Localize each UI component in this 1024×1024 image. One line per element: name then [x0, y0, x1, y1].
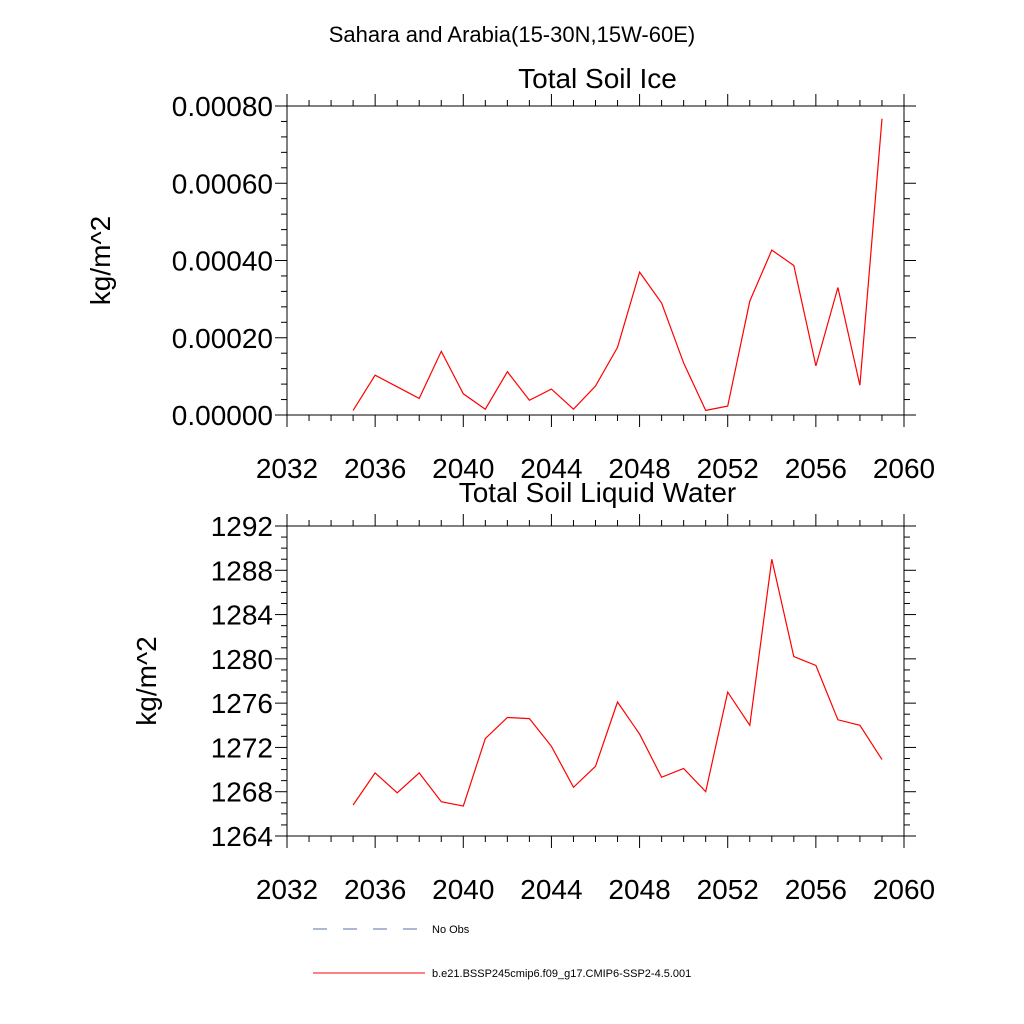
x-tick-label: 2048	[608, 453, 670, 484]
y-tick-label: 1284	[211, 600, 273, 631]
x-tick-label: 2044	[520, 874, 582, 905]
x-tick-label: 2036	[344, 874, 406, 905]
y-axis-label: kg/m^2	[131, 636, 162, 725]
y-tick-label: 0.00000	[172, 400, 273, 431]
x-tick-label: 2052	[697, 453, 759, 484]
y-tick-label: 1288	[211, 555, 273, 586]
legend-item: No Obs	[313, 924, 470, 936]
x-tick-label: 2056	[785, 874, 847, 905]
x-tick-label: 2052	[697, 874, 759, 905]
panel-1: Total Soil Ice kg/m^2 2032 2036 2040 2044 2048…	[85, 63, 935, 484]
x-tick-label: 2036	[344, 453, 406, 484]
y-tick-label: 1272	[211, 732, 273, 763]
chart-panels: Total Soil Ice kg/m^2 2032 2036 2040 2044 2048…	[85, 63, 935, 905]
x-tick-label: 2056	[785, 453, 847, 484]
plot-frame	[286, 525, 905, 837]
figure-title: Sahara and Arabia(15-30N,15W-60E)	[329, 22, 695, 47]
x-tick-label: 2032	[256, 874, 318, 905]
legend: No Obs b.e21.BSSP245cmip6.f09_g17.CMIP6-S…	[313, 924, 691, 980]
x-tick-label: 2040	[432, 453, 494, 484]
y-tick-label: 1292	[211, 511, 273, 542]
x-tick-label: 2048	[608, 874, 670, 905]
legend-label: b.e21.BSSP245cmip6.f09_g17.CMIP6-SSP2-4.…	[432, 968, 691, 980]
series-line	[352, 559, 883, 807]
x-tick-label: 2040	[432, 874, 494, 905]
y-tick-label: 0.00080	[172, 91, 273, 122]
y-tick-label: 0.00040	[172, 246, 273, 277]
y-tick-label: 1268	[211, 777, 273, 808]
panel-2: Total Soil Liquid Water kg/m^2 2032 2036 204…	[131, 477, 935, 905]
panel-title: Total Soil Ice	[518, 63, 677, 94]
x-tick-label: 2044	[520, 453, 582, 484]
x-tick-label: 2060	[873, 453, 935, 484]
series-line	[352, 118, 883, 412]
y-tick-label: 1264	[211, 821, 273, 852]
plot-frame	[286, 105, 905, 416]
x-tick-label: 2032	[256, 453, 318, 484]
legend-label: No Obs	[432, 924, 470, 936]
y-tick-label: 0.00020	[172, 323, 273, 354]
y-axis-label: kg/m^2	[85, 216, 116, 305]
y-tick-label: 0.00060	[172, 168, 273, 199]
y-tick-label: 1276	[211, 688, 273, 719]
x-tick-label: 2060	[873, 874, 935, 905]
legend-item: b.e21.BSSP245cmip6.f09_g17.CMIP6-SSP2-4.…	[313, 968, 691, 980]
panel-title: Total Soil Liquid Water	[459, 477, 737, 508]
y-tick-label: 1280	[211, 644, 273, 675]
